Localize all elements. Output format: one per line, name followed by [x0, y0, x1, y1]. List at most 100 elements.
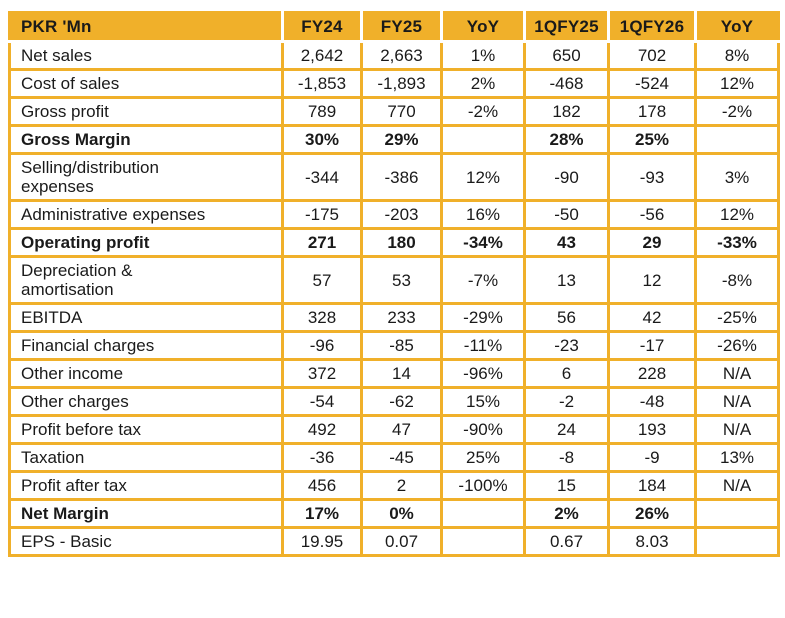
table-row: Depreciation & amortisation 57 53 -7% 13…	[8, 255, 780, 305]
cell-yoy-annual: 25%	[440, 442, 526, 473]
cell-1qfy25: 43	[523, 227, 610, 258]
report-page: PKR 'Mn FY24 FY25 YoY 1QFY25 1QFY26 YoY …	[0, 11, 785, 557]
cell-fy24: -36	[281, 442, 363, 473]
row-label: Taxation	[8, 442, 284, 473]
column-header-fy25: FY25	[360, 11, 443, 43]
cell-yoy-quarterly	[694, 498, 780, 529]
cell-fy25: 770	[360, 96, 443, 127]
cell-yoy-quarterly	[694, 526, 780, 557]
cell-fy25: 2	[360, 470, 443, 501]
table-row: Financial charges -96 -85 -11% -23 -17 -…	[8, 330, 780, 361]
cell-yoy-quarterly: N/A	[694, 358, 780, 389]
cell-yoy-annual: 1%	[440, 40, 526, 71]
cell-yoy-annual	[440, 124, 526, 155]
cell-fy25: -1,893	[360, 68, 443, 99]
header-row: PKR 'Mn FY24 FY25 YoY 1QFY25 1QFY26 YoY	[8, 11, 780, 43]
cell-yoy-quarterly: -33%	[694, 227, 780, 258]
cell-yoy-quarterly: -25%	[694, 302, 780, 333]
cell-yoy-quarterly: 3%	[694, 152, 780, 202]
cell-yoy-annual	[440, 526, 526, 557]
cell-yoy-quarterly: 12%	[694, 199, 780, 230]
cell-yoy-annual: -100%	[440, 470, 526, 501]
row-label: Selling/distribution expenses	[8, 152, 284, 202]
cell-1qfy25: 56	[523, 302, 610, 333]
cell-1qfy26: 25%	[607, 124, 697, 155]
cell-fy25: 0%	[360, 498, 443, 529]
cell-yoy-annual: -96%	[440, 358, 526, 389]
cell-yoy-annual: 12%	[440, 152, 526, 202]
cell-yoy-annual: -34%	[440, 227, 526, 258]
row-label: Net sales	[8, 40, 284, 71]
cell-1qfy26: 228	[607, 358, 697, 389]
cell-fy24: 30%	[281, 124, 363, 155]
row-label: Cost of sales	[8, 68, 284, 99]
cell-1qfy25: 13	[523, 255, 610, 305]
cell-fy24: 372	[281, 358, 363, 389]
row-label: Profit after tax	[8, 470, 284, 501]
cell-1qfy26: -9	[607, 442, 697, 473]
cell-yoy-annual: -90%	[440, 414, 526, 445]
column-header-fy24: FY24	[281, 11, 363, 43]
row-label: Other charges	[8, 386, 284, 417]
cell-fy25: 14	[360, 358, 443, 389]
table-row: Other charges -54 -62 15% -2 -48 N/A	[8, 386, 780, 417]
cell-fy25: 0.07	[360, 526, 443, 557]
cell-fy25: -85	[360, 330, 443, 361]
table-row: Gross profit 789 770 -2% 182 178 -2%	[8, 96, 780, 127]
table-row: Cost of sales -1,853 -1,893 2% -468 -524…	[8, 68, 780, 99]
cell-yoy-quarterly	[694, 124, 780, 155]
cell-fy24: 19.95	[281, 526, 363, 557]
table-row: EPS - Basic 19.95 0.07 0.67 8.03	[8, 526, 780, 557]
table-row: EBITDA 328 233 -29% 56 42 -25%	[8, 302, 780, 333]
row-label: Gross Margin	[8, 124, 284, 155]
cell-yoy-quarterly: N/A	[694, 414, 780, 445]
unit-label-header: PKR 'Mn	[8, 11, 284, 43]
cell-1qfy26: -56	[607, 199, 697, 230]
cell-yoy-annual: 15%	[440, 386, 526, 417]
table-row: Profit after tax 456 2 -100% 15 184 N/A	[8, 470, 780, 501]
cell-yoy-quarterly: 13%	[694, 442, 780, 473]
cell-fy24: 17%	[281, 498, 363, 529]
cell-fy25: 29%	[360, 124, 443, 155]
cell-1qfy26: -48	[607, 386, 697, 417]
cell-fy24: 2,642	[281, 40, 363, 71]
cell-1qfy25: -50	[523, 199, 610, 230]
cell-yoy-quarterly: 8%	[694, 40, 780, 71]
cell-fy24: 271	[281, 227, 363, 258]
cell-fy24: 789	[281, 96, 363, 127]
table-row: Taxation -36 -45 25% -8 -9 13%	[8, 442, 780, 473]
row-label: Financial charges	[8, 330, 284, 361]
table-row: Net sales 2,642 2,663 1% 650 702 8%	[8, 40, 780, 71]
column-header-1qfy25: 1QFY25	[523, 11, 610, 43]
table-row: Profit before tax 492 47 -90% 24 193 N/A	[8, 414, 780, 445]
table-row: Net Margin 17% 0% 2% 26%	[8, 498, 780, 529]
cell-1qfy26: -17	[607, 330, 697, 361]
cell-fy24: 328	[281, 302, 363, 333]
row-label: EPS - Basic	[8, 526, 284, 557]
cell-fy25: -45	[360, 442, 443, 473]
cell-fy25: 233	[360, 302, 443, 333]
table-row: Gross Margin 30% 29% 28% 25%	[8, 124, 780, 155]
row-label: Gross profit	[8, 96, 284, 127]
cell-1qfy26: 42	[607, 302, 697, 333]
cell-1qfy26: 702	[607, 40, 697, 71]
cell-1qfy26: 178	[607, 96, 697, 127]
column-header-1qfy26: 1QFY26	[607, 11, 697, 43]
cell-1qfy25: 6	[523, 358, 610, 389]
cell-yoy-annual: 2%	[440, 68, 526, 99]
cell-1qfy25: -468	[523, 68, 610, 99]
cell-yoy-quarterly: N/A	[694, 386, 780, 417]
cell-fy24: -96	[281, 330, 363, 361]
cell-fy24: 456	[281, 470, 363, 501]
cell-1qfy25: 182	[523, 96, 610, 127]
cell-fy24: 57	[281, 255, 363, 305]
row-label: Net Margin	[8, 498, 284, 529]
column-header-yoy-quarterly: YoY	[694, 11, 780, 43]
cell-fy25: 47	[360, 414, 443, 445]
table-row: Selling/distribution expenses -344 -386 …	[8, 152, 780, 202]
cell-yoy-quarterly: -26%	[694, 330, 780, 361]
cell-yoy-annual: 16%	[440, 199, 526, 230]
row-label: Other income	[8, 358, 284, 389]
cell-1qfy25: -8	[523, 442, 610, 473]
cell-fy25: -203	[360, 199, 443, 230]
